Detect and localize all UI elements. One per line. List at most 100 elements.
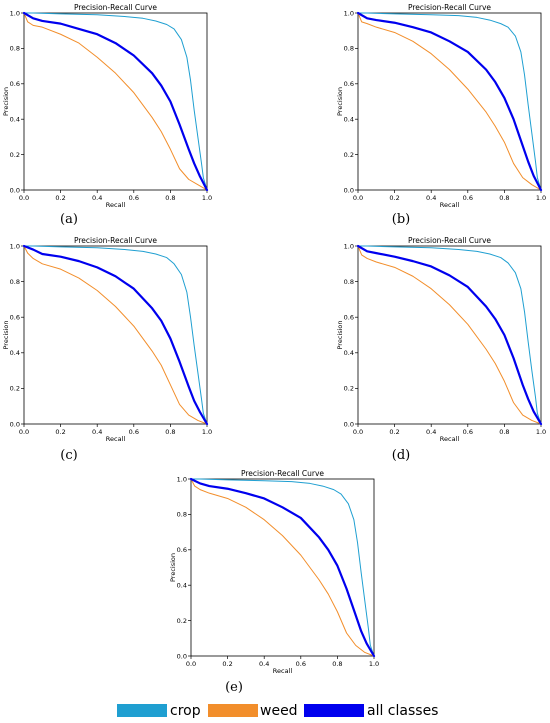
- x-tick-label: 0.2: [389, 194, 399, 202]
- y-tick-label: 0.8: [10, 45, 20, 53]
- legend-swatch-weed: [208, 704, 258, 717]
- y-tick-label: 0.8: [177, 511, 187, 519]
- y-tick-label: 1.0: [344, 9, 354, 17]
- x-tick-label: 0.4: [92, 194, 102, 202]
- y-axis-label: Precision: [2, 87, 10, 116]
- y-tick-label: 0.8: [344, 278, 354, 286]
- panel-caption: (a): [60, 212, 78, 227]
- x-tick-label: 0.2: [222, 660, 232, 668]
- y-tick-label: 0.4: [344, 349, 354, 357]
- y-axis-label: Precision: [336, 320, 344, 349]
- x-tick-label: 1.0: [536, 194, 546, 202]
- chart-panel-4: Precision-Recall Curve 0.0 0.2 0.4 0.6 0.8 1.0…: [336, 236, 546, 463]
- x-tick-label: 1.0: [202, 428, 212, 436]
- chart-title: Precision-Recall Curve: [241, 469, 324, 478]
- series-line-all-classes: [356, 244, 543, 426]
- legend: crop weed all classes: [117, 703, 438, 719]
- x-tick-label: 1.0: [202, 194, 212, 202]
- x-tick-label: 0.0: [353, 194, 363, 202]
- y-tick-label: 0.0: [344, 420, 354, 428]
- plot-frame: [190, 478, 375, 657]
- chart-panel-2: Precision-Recall Curve 0.0 0.2 0.4 0.6 0.8 1.0…: [336, 3, 546, 227]
- y-tick-label: 0.2: [344, 151, 354, 159]
- series-line-crop: [357, 12, 542, 191]
- y-tick-label: 1.0: [177, 475, 187, 483]
- x-tick-label: 0.6: [463, 428, 473, 436]
- series-line-crop: [23, 245, 208, 425]
- series-line-weed: [23, 245, 208, 425]
- series-line-crop: [357, 245, 542, 425]
- x-tick-label: 0.6: [463, 194, 473, 202]
- chart-title: Precision-Recall Curve: [74, 3, 157, 12]
- y-tick-label: 0.4: [344, 116, 354, 124]
- panel-caption: (d): [392, 448, 410, 463]
- x-axis-label: Recall: [106, 435, 126, 443]
- series-line-all-classes: [189, 477, 376, 658]
- plot-frame: [23, 12, 208, 191]
- x-tick-label: 0.2: [55, 194, 65, 202]
- x-tick-label: 0.8: [499, 194, 509, 202]
- x-axis-label: Recall: [273, 667, 293, 675]
- series-line-all-classes: [22, 244, 209, 426]
- series-line-weed: [357, 245, 542, 425]
- series-line-crop: [190, 478, 375, 657]
- x-tick-label: 0.2: [55, 428, 65, 436]
- legend-swatch-all-classes: [304, 704, 364, 717]
- y-tick-label: 0.2: [10, 385, 20, 393]
- x-tick-label: 0.6: [129, 194, 139, 202]
- y-tick-label: 0.0: [10, 420, 20, 428]
- x-tick-label: 0.4: [426, 428, 436, 436]
- y-tick-label: 0.4: [10, 349, 20, 357]
- chart-panel-3: Precision-Recall Curve 0.0 0.2 0.4 0.6 0.8 1.0…: [2, 236, 212, 463]
- x-tick-label: 0.4: [426, 194, 436, 202]
- y-tick-label: 1.0: [344, 242, 354, 250]
- y-tick-label: 0.8: [10, 278, 20, 286]
- plot-frame: [357, 245, 542, 425]
- y-tick-label: 0.2: [177, 617, 187, 625]
- y-tick-label: 1.0: [10, 9, 20, 17]
- x-tick-label: 0.0: [353, 428, 363, 436]
- panel-caption: (c): [60, 448, 77, 463]
- y-tick-label: 0.4: [10, 116, 20, 124]
- series-line-weed: [23, 12, 208, 191]
- x-tick-label: 0.8: [499, 428, 509, 436]
- y-tick-label: 0.6: [10, 80, 20, 88]
- y-tick-label: 0.6: [10, 314, 20, 322]
- x-tick-label: 1.0: [536, 428, 546, 436]
- legend-swatch-crop: [117, 704, 167, 717]
- series-line-crop: [23, 12, 208, 191]
- y-tick-label: 0.0: [177, 652, 187, 660]
- x-axis-label: Recall: [106, 201, 126, 209]
- legend-label-all-classes: all classes: [367, 703, 438, 719]
- x-tick-label: 0.8: [332, 660, 342, 668]
- chart-title: Precision-Recall Curve: [408, 236, 491, 245]
- x-tick-label: 0.6: [296, 660, 306, 668]
- y-tick-label: 0.6: [344, 80, 354, 88]
- series-line-all-classes: [356, 11, 543, 192]
- y-tick-label: 0.6: [344, 314, 354, 322]
- x-tick-label: 0.0: [19, 194, 29, 202]
- x-tick-label: 0.2: [389, 428, 399, 436]
- y-tick-label: 1.0: [10, 242, 20, 250]
- x-tick-label: 0.8: [165, 428, 175, 436]
- y-axis-label: Precision: [169, 553, 177, 582]
- y-tick-label: 0.2: [10, 151, 20, 159]
- x-tick-label: 0.0: [19, 428, 29, 436]
- chart-panel-1: Precision-Recall Curve 0.0 0.2 0.4 0.6 0.8 1.0…: [2, 3, 212, 227]
- x-tick-label: 1.0: [369, 660, 379, 668]
- x-tick-label: 0.4: [92, 428, 102, 436]
- x-axis-label: Recall: [440, 201, 460, 209]
- y-tick-label: 0.6: [177, 546, 187, 554]
- series-line-weed: [190, 478, 375, 657]
- y-tick-label: 0.8: [344, 45, 354, 53]
- chart-panel-5: Precision-Recall Curve 0.0 0.2 0.4 0.6 0.8 1.0…: [169, 469, 379, 695]
- y-tick-label: 0.2: [344, 385, 354, 393]
- plot-frame: [23, 245, 208, 425]
- y-axis-label: Precision: [2, 320, 10, 349]
- x-tick-label: 0.0: [186, 660, 196, 668]
- chart-title: Precision-Recall Curve: [408, 3, 491, 12]
- panel-caption: (b): [392, 212, 410, 227]
- x-tick-label: 0.4: [259, 660, 269, 668]
- x-axis-label: Recall: [440, 435, 460, 443]
